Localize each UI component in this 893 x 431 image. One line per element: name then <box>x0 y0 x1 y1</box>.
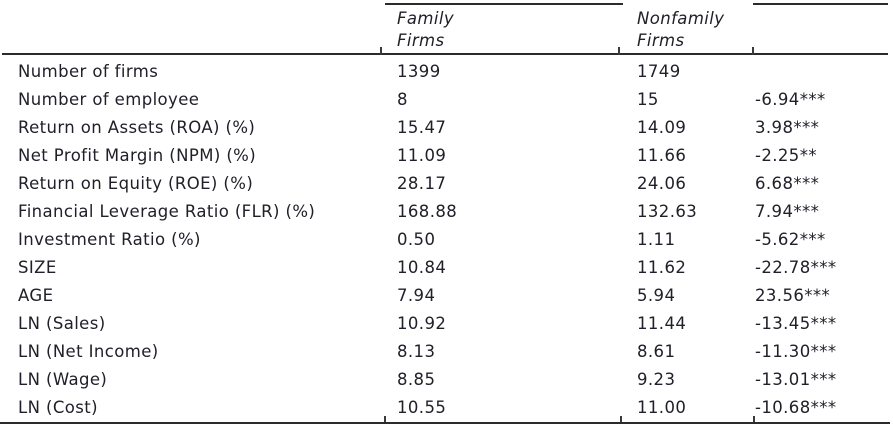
cell-variable-label: Number of firms <box>18 61 159 81</box>
cell-tstat-value: 6.68*** <box>755 173 820 193</box>
table-body: Number of firms 1399 1749 Number of empl… <box>0 57 893 421</box>
cell-tstat-value: -10.68*** <box>755 397 837 417</box>
cell-tstat-value: -22.78*** <box>755 257 837 277</box>
cell-variable-label: LN (Wage) <box>18 369 108 389</box>
cell-nonfamily-value: 15 <box>637 89 659 109</box>
table-row: LN (Cost) 10.55 11.00 -10.68*** <box>0 393 893 421</box>
cell-family-value: 8.85 <box>397 369 436 389</box>
top-rule-family-column <box>385 3 623 5</box>
cell-variable-label: Net Profit Margin (NPM) (%) <box>18 145 257 165</box>
table-header-row: Family Firms Nonfamily Firms <box>0 8 893 52</box>
cell-nonfamily-value: 1.11 <box>637 229 676 249</box>
table-row: Return on Assets (ROA) (%) 15.47 14.09 3… <box>0 113 893 141</box>
cell-nonfamily-value: 5.94 <box>637 285 676 305</box>
cell-tstat-value: -6.94*** <box>755 89 826 109</box>
cell-family-value: 10.92 <box>397 313 447 333</box>
cell-family-value: 8 <box>397 89 408 109</box>
column-tick <box>620 416 622 424</box>
cell-family-value: 10.84 <box>397 257 447 277</box>
cell-variable-label: Return on Equity (ROE) (%) <box>18 173 254 193</box>
column-tick <box>380 47 382 55</box>
cell-tstat-value: 23.56*** <box>755 285 831 305</box>
cell-tstat-value: -11.30*** <box>755 341 837 361</box>
cell-tstat-value: -13.01*** <box>755 369 837 389</box>
cell-family-value: 11.09 <box>397 145 447 165</box>
header-family-firms: Family Firms <box>397 9 455 50</box>
table-row: SIZE 10.84 11.62 -22.78*** <box>0 253 893 281</box>
cell-variable-label: LN (Sales) <box>18 313 106 333</box>
column-tick <box>753 416 755 424</box>
cell-nonfamily-value: 132.63 <box>637 201 698 221</box>
cell-nonfamily-value: 14.09 <box>637 117 687 137</box>
cell-variable-label: Financial Leverage Ratio (FLR) (%) <box>18 201 316 221</box>
table-row: Number of employee 8 15 -6.94*** <box>0 85 893 113</box>
table-row: Financial Leverage Ratio (FLR) (%) 168.8… <box>0 197 893 225</box>
cell-family-value: 10.55 <box>397 397 447 417</box>
cell-family-value: 15.47 <box>397 117 447 137</box>
cell-tstat-value: 7.94*** <box>755 201 820 221</box>
cell-tstat-value: -2.25** <box>755 145 817 165</box>
cell-family-value: 168.88 <box>397 201 458 221</box>
cell-nonfamily-value: 9.23 <box>637 369 676 389</box>
cell-nonfamily-value: 11.00 <box>637 397 687 417</box>
cell-nonfamily-value: 8.61 <box>637 341 676 361</box>
cell-family-value: 0.50 <box>397 229 436 249</box>
cell-family-value: 28.17 <box>397 173 447 193</box>
table-row: LN (Wage) 8.85 9.23 -13.01*** <box>0 365 893 393</box>
cell-variable-label: Investment Ratio (%) <box>18 229 201 249</box>
cell-family-value: 8.13 <box>397 341 436 361</box>
table-row: Number of firms 1399 1749 <box>0 57 893 85</box>
cell-nonfamily-value: 11.66 <box>637 145 687 165</box>
cell-variable-label: Return on Assets (ROA) (%) <box>18 117 256 137</box>
cell-tstat-value: -5.62*** <box>755 229 826 249</box>
cell-tstat-value: -13.45*** <box>755 313 837 333</box>
table-row: Investment Ratio (%) 0.50 1.11 -5.62*** <box>0 225 893 253</box>
table-row: Return on Equity (ROE) (%) 28.17 24.06 6… <box>0 169 893 197</box>
header-rule <box>2 53 888 55</box>
table-row: AGE 7.94 5.94 23.56*** <box>0 281 893 309</box>
cell-nonfamily-value: 1749 <box>637 61 681 81</box>
column-tick <box>384 416 386 424</box>
cell-family-value: 1399 <box>397 61 441 81</box>
cell-nonfamily-value: 24.06 <box>637 173 687 193</box>
bottom-rule <box>0 422 890 424</box>
header-nonfamily-firms: Nonfamily Firms <box>637 9 725 50</box>
column-tick <box>618 47 620 55</box>
top-rule-tstat-column <box>753 3 888 5</box>
column-tick <box>752 47 754 55</box>
cell-variable-label: LN (Net Income) <box>18 341 159 361</box>
table-row: LN (Sales) 10.92 11.44 -13.45*** <box>0 309 893 337</box>
cell-tstat-value: 3.98*** <box>755 117 820 137</box>
cell-variable-label: LN (Cost) <box>18 397 98 417</box>
table-row: LN (Net Income) 8.13 8.61 -11.30*** <box>0 337 893 365</box>
cell-nonfamily-value: 11.44 <box>637 313 687 333</box>
cell-variable-label: AGE <box>18 285 54 305</box>
cell-variable-label: Number of employee <box>18 89 200 109</box>
table-row: Net Profit Margin (NPM) (%) 11.09 11.66 … <box>0 141 893 169</box>
cell-family-value: 7.94 <box>397 285 436 305</box>
cell-variable-label: SIZE <box>18 257 57 277</box>
cell-nonfamily-value: 11.62 <box>637 257 687 277</box>
